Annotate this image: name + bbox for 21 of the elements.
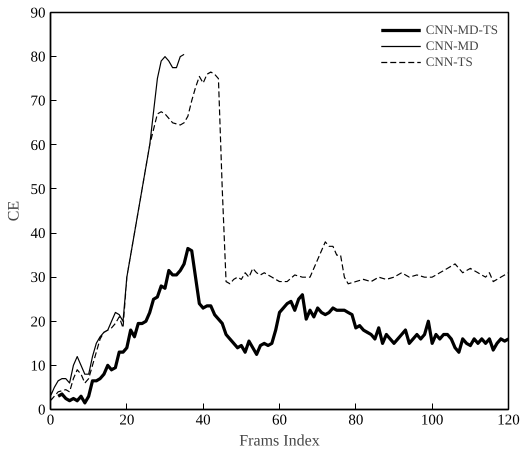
y-tick-label: 70 xyxy=(30,94,46,110)
x-tick-label: 20 xyxy=(119,412,134,428)
y-tick-label: 50 xyxy=(30,182,46,198)
x-axis-title: Frams Index xyxy=(239,432,320,450)
y-tick-label: 30 xyxy=(30,270,46,286)
y-tick-label: 20 xyxy=(30,314,46,330)
y-tick-label: 80 xyxy=(30,50,46,66)
legend-label: CNN-TS xyxy=(426,54,473,70)
y-tick-label: 60 xyxy=(30,138,46,154)
x-tick-label: 120 xyxy=(497,412,520,428)
y-axis-title: CE xyxy=(6,200,22,222)
y-tick-label: 40 xyxy=(30,226,46,242)
y-tick-label: 10 xyxy=(30,358,46,374)
x-tick-label: 40 xyxy=(196,412,211,428)
legend-label: CNN-MD-TS xyxy=(426,22,498,38)
y-tick-label: 0 xyxy=(38,402,46,418)
y-tick-label: 90 xyxy=(30,6,46,22)
x-tick-label: 100 xyxy=(420,412,444,428)
legend-label: CNN-MD xyxy=(426,38,478,54)
x-tick-label: 80 xyxy=(348,412,364,428)
x-tick-label: 60 xyxy=(272,412,287,428)
